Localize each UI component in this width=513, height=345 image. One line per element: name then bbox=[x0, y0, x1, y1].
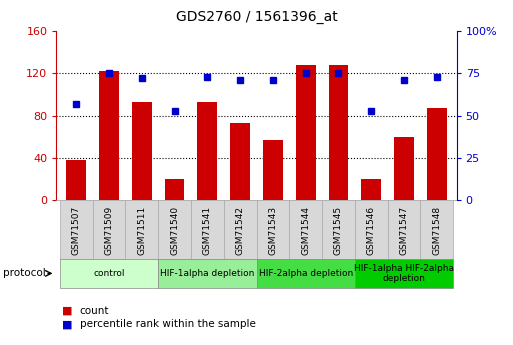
Text: GSM71540: GSM71540 bbox=[170, 206, 179, 255]
Bar bbox=[289, 200, 322, 259]
Bar bbox=[256, 200, 289, 259]
Bar bbox=[158, 259, 256, 288]
Text: HIF-1alpha depletion: HIF-1alpha depletion bbox=[160, 269, 254, 278]
Text: GSM71544: GSM71544 bbox=[301, 206, 310, 255]
Text: protocol: protocol bbox=[3, 268, 45, 278]
Text: GSM71509: GSM71509 bbox=[105, 206, 113, 255]
Text: GSM71511: GSM71511 bbox=[137, 206, 146, 255]
Text: GSM71543: GSM71543 bbox=[268, 206, 278, 255]
Text: GSM71546: GSM71546 bbox=[367, 206, 376, 255]
Bar bbox=[263, 140, 283, 200]
Bar bbox=[329, 65, 348, 200]
Text: control: control bbox=[93, 269, 125, 278]
Bar bbox=[60, 259, 158, 288]
Bar bbox=[60, 200, 92, 259]
Text: GSM71542: GSM71542 bbox=[235, 206, 245, 255]
Bar bbox=[66, 160, 86, 200]
Text: GSM71507: GSM71507 bbox=[72, 206, 81, 255]
Text: ■: ■ bbox=[62, 319, 72, 329]
Bar bbox=[92, 200, 125, 259]
Text: GSM71547: GSM71547 bbox=[400, 206, 408, 255]
Text: HIF-1alpha HIF-2alpha
depletion: HIF-1alpha HIF-2alpha depletion bbox=[354, 264, 454, 283]
Bar bbox=[158, 200, 191, 259]
Bar bbox=[198, 102, 217, 200]
Bar bbox=[362, 179, 381, 200]
Bar bbox=[421, 200, 453, 259]
Bar bbox=[191, 200, 224, 259]
Bar bbox=[132, 102, 151, 200]
Bar bbox=[99, 71, 119, 200]
Text: ■: ■ bbox=[62, 306, 72, 315]
Text: GDS2760 / 1561396_at: GDS2760 / 1561396_at bbox=[175, 10, 338, 24]
Bar bbox=[256, 259, 355, 288]
Text: percentile rank within the sample: percentile rank within the sample bbox=[80, 319, 255, 329]
Text: GSM71545: GSM71545 bbox=[334, 206, 343, 255]
Bar bbox=[427, 108, 447, 200]
Bar bbox=[355, 259, 453, 288]
Bar bbox=[322, 200, 355, 259]
Bar bbox=[388, 200, 421, 259]
Text: GSM71548: GSM71548 bbox=[432, 206, 441, 255]
Text: count: count bbox=[80, 306, 109, 315]
Bar bbox=[224, 200, 256, 259]
Text: HIF-2alpha depletion: HIF-2alpha depletion bbox=[259, 269, 353, 278]
Bar bbox=[230, 123, 250, 200]
Bar bbox=[355, 200, 388, 259]
Bar bbox=[296, 65, 315, 200]
Bar bbox=[125, 200, 158, 259]
Text: GSM71541: GSM71541 bbox=[203, 206, 212, 255]
Bar bbox=[165, 179, 184, 200]
Bar bbox=[394, 137, 414, 200]
